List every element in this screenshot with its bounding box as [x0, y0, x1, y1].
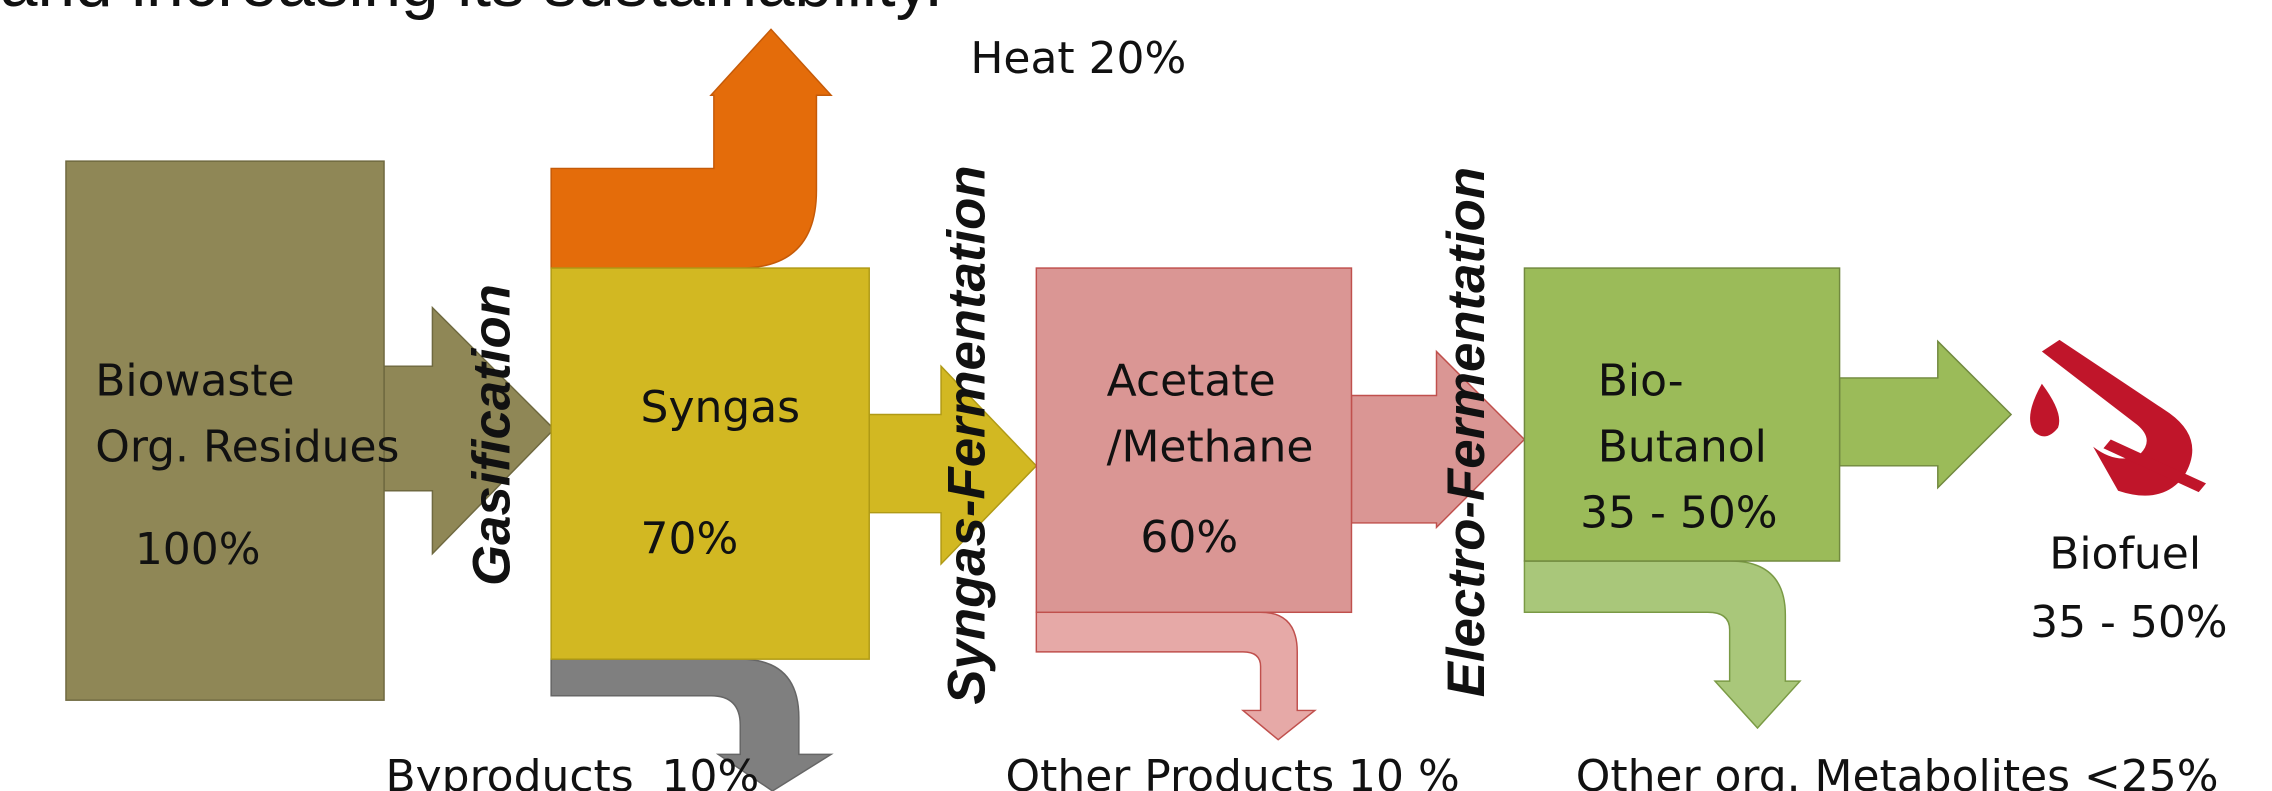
heat-label: Heat 20%	[970, 33, 1186, 84]
process-label: Electro-Fermentation	[1437, 167, 1496, 697]
acetate-arrow	[1350, 349, 1526, 530]
metabolites-arrow	[1523, 560, 1802, 730]
fuel-pump-icon	[2030, 339, 2207, 496]
syngas-arrow	[868, 364, 1038, 566]
node-label: /Methane	[1107, 421, 1314, 472]
title-fragment: and increasing its sustainability.	[0, 0, 943, 21]
node-label: Bio-	[1598, 356, 1684, 407]
syngas-box	[550, 267, 870, 660]
node-label: Acetate	[1107, 356, 1276, 407]
acetate-box	[1035, 267, 1353, 614]
biofuel-value: 35 - 50%	[2030, 597, 2227, 648]
metabolites-label: Other org. Metabolites <25%	[1576, 751, 2219, 791]
byproducts-label: Byproducts 10%	[386, 751, 760, 791]
node-value: 100%	[135, 524, 261, 575]
process-label: Gasification	[462, 284, 521, 586]
node-value: 70%	[641, 514, 739, 565]
node-label: Butanol	[1598, 421, 1767, 472]
butanol-arrow	[1838, 339, 2013, 490]
node-value: 60%	[1140, 512, 1238, 563]
node-label: Biowaste	[95, 356, 294, 407]
butanol-box	[1523, 267, 1841, 562]
node-label: Syngas	[641, 382, 801, 433]
biofuel-label: Biofuel	[2049, 528, 2201, 579]
other-products-label: Other Products 10 %	[1006, 751, 1460, 791]
byproducts-arrow	[550, 658, 834, 791]
node-value: 35 - 50%	[1580, 487, 1777, 538]
gasification-arrow	[383, 305, 556, 556]
process-label: Syngas-Fermentation	[937, 165, 996, 704]
node-label: Org. Residues	[95, 421, 399, 472]
biowaste-box	[65, 160, 385, 701]
heat-arrow	[550, 28, 833, 269]
other-products-arrow	[1035, 611, 1317, 741]
